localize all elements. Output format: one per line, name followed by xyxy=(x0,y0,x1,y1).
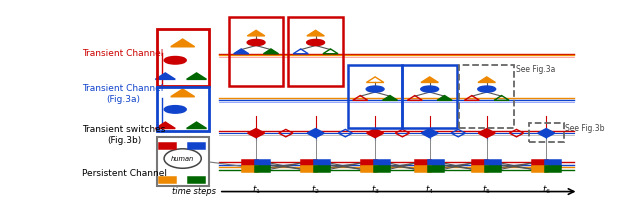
Bar xyxy=(314,167,330,172)
Bar xyxy=(242,167,257,172)
Circle shape xyxy=(307,39,324,46)
Bar xyxy=(532,160,548,166)
Bar xyxy=(361,167,376,172)
Circle shape xyxy=(164,57,186,64)
Polygon shape xyxy=(367,129,383,138)
Bar xyxy=(415,160,431,166)
Text: $t_4$: $t_4$ xyxy=(425,183,435,196)
Bar xyxy=(255,160,271,166)
Bar xyxy=(428,160,444,166)
Bar xyxy=(314,160,330,166)
Polygon shape xyxy=(156,122,175,128)
Bar xyxy=(374,160,390,166)
Bar xyxy=(159,177,176,183)
Polygon shape xyxy=(234,49,249,54)
Polygon shape xyxy=(421,129,438,138)
Bar xyxy=(415,167,431,172)
Circle shape xyxy=(478,86,495,92)
Polygon shape xyxy=(421,77,438,82)
Polygon shape xyxy=(437,95,452,100)
Text: Persistent Channel: Persistent Channel xyxy=(83,169,168,178)
Polygon shape xyxy=(307,30,324,36)
Bar xyxy=(545,160,561,166)
Circle shape xyxy=(247,39,265,46)
Text: $t_3$: $t_3$ xyxy=(371,183,380,196)
Polygon shape xyxy=(307,129,324,138)
Text: time steps: time steps xyxy=(172,187,216,196)
Polygon shape xyxy=(187,122,207,128)
Bar xyxy=(242,160,257,166)
Bar xyxy=(532,167,548,172)
Text: $t_5$: $t_5$ xyxy=(482,183,492,196)
Polygon shape xyxy=(247,30,265,36)
Text: $t_2$: $t_2$ xyxy=(311,183,320,196)
Text: See Fig.3b: See Fig.3b xyxy=(565,124,605,133)
Text: $t_6$: $t_6$ xyxy=(541,183,551,196)
Polygon shape xyxy=(383,95,397,100)
Bar xyxy=(361,160,376,166)
Bar xyxy=(301,160,317,166)
Text: See Fig.3a: See Fig.3a xyxy=(516,64,556,73)
Bar xyxy=(255,167,271,172)
Bar xyxy=(485,167,501,172)
Polygon shape xyxy=(538,129,555,138)
Text: Transient switches
(Fig.3b): Transient switches (Fig.3b) xyxy=(83,125,166,145)
Polygon shape xyxy=(478,77,495,82)
Polygon shape xyxy=(248,129,264,138)
Text: Transient Channel: Transient Channel xyxy=(83,49,164,58)
Polygon shape xyxy=(187,73,207,79)
Polygon shape xyxy=(171,39,195,47)
Bar xyxy=(428,167,444,172)
Bar xyxy=(472,167,488,172)
Polygon shape xyxy=(156,73,175,79)
Bar xyxy=(188,177,205,183)
Text: $t_1$: $t_1$ xyxy=(252,183,260,196)
Bar xyxy=(472,160,488,166)
Bar xyxy=(159,143,176,149)
Circle shape xyxy=(420,86,438,92)
Polygon shape xyxy=(478,129,495,138)
Bar xyxy=(485,160,501,166)
Circle shape xyxy=(164,106,186,113)
Text: human: human xyxy=(171,156,195,162)
Bar xyxy=(301,167,317,172)
Bar xyxy=(545,167,561,172)
Bar xyxy=(374,167,390,172)
Text: Transient Channel
(Fig.3a): Transient Channel (Fig.3a) xyxy=(83,84,164,104)
Polygon shape xyxy=(171,89,195,97)
Polygon shape xyxy=(264,49,278,54)
Bar xyxy=(188,143,205,149)
Circle shape xyxy=(366,86,384,92)
